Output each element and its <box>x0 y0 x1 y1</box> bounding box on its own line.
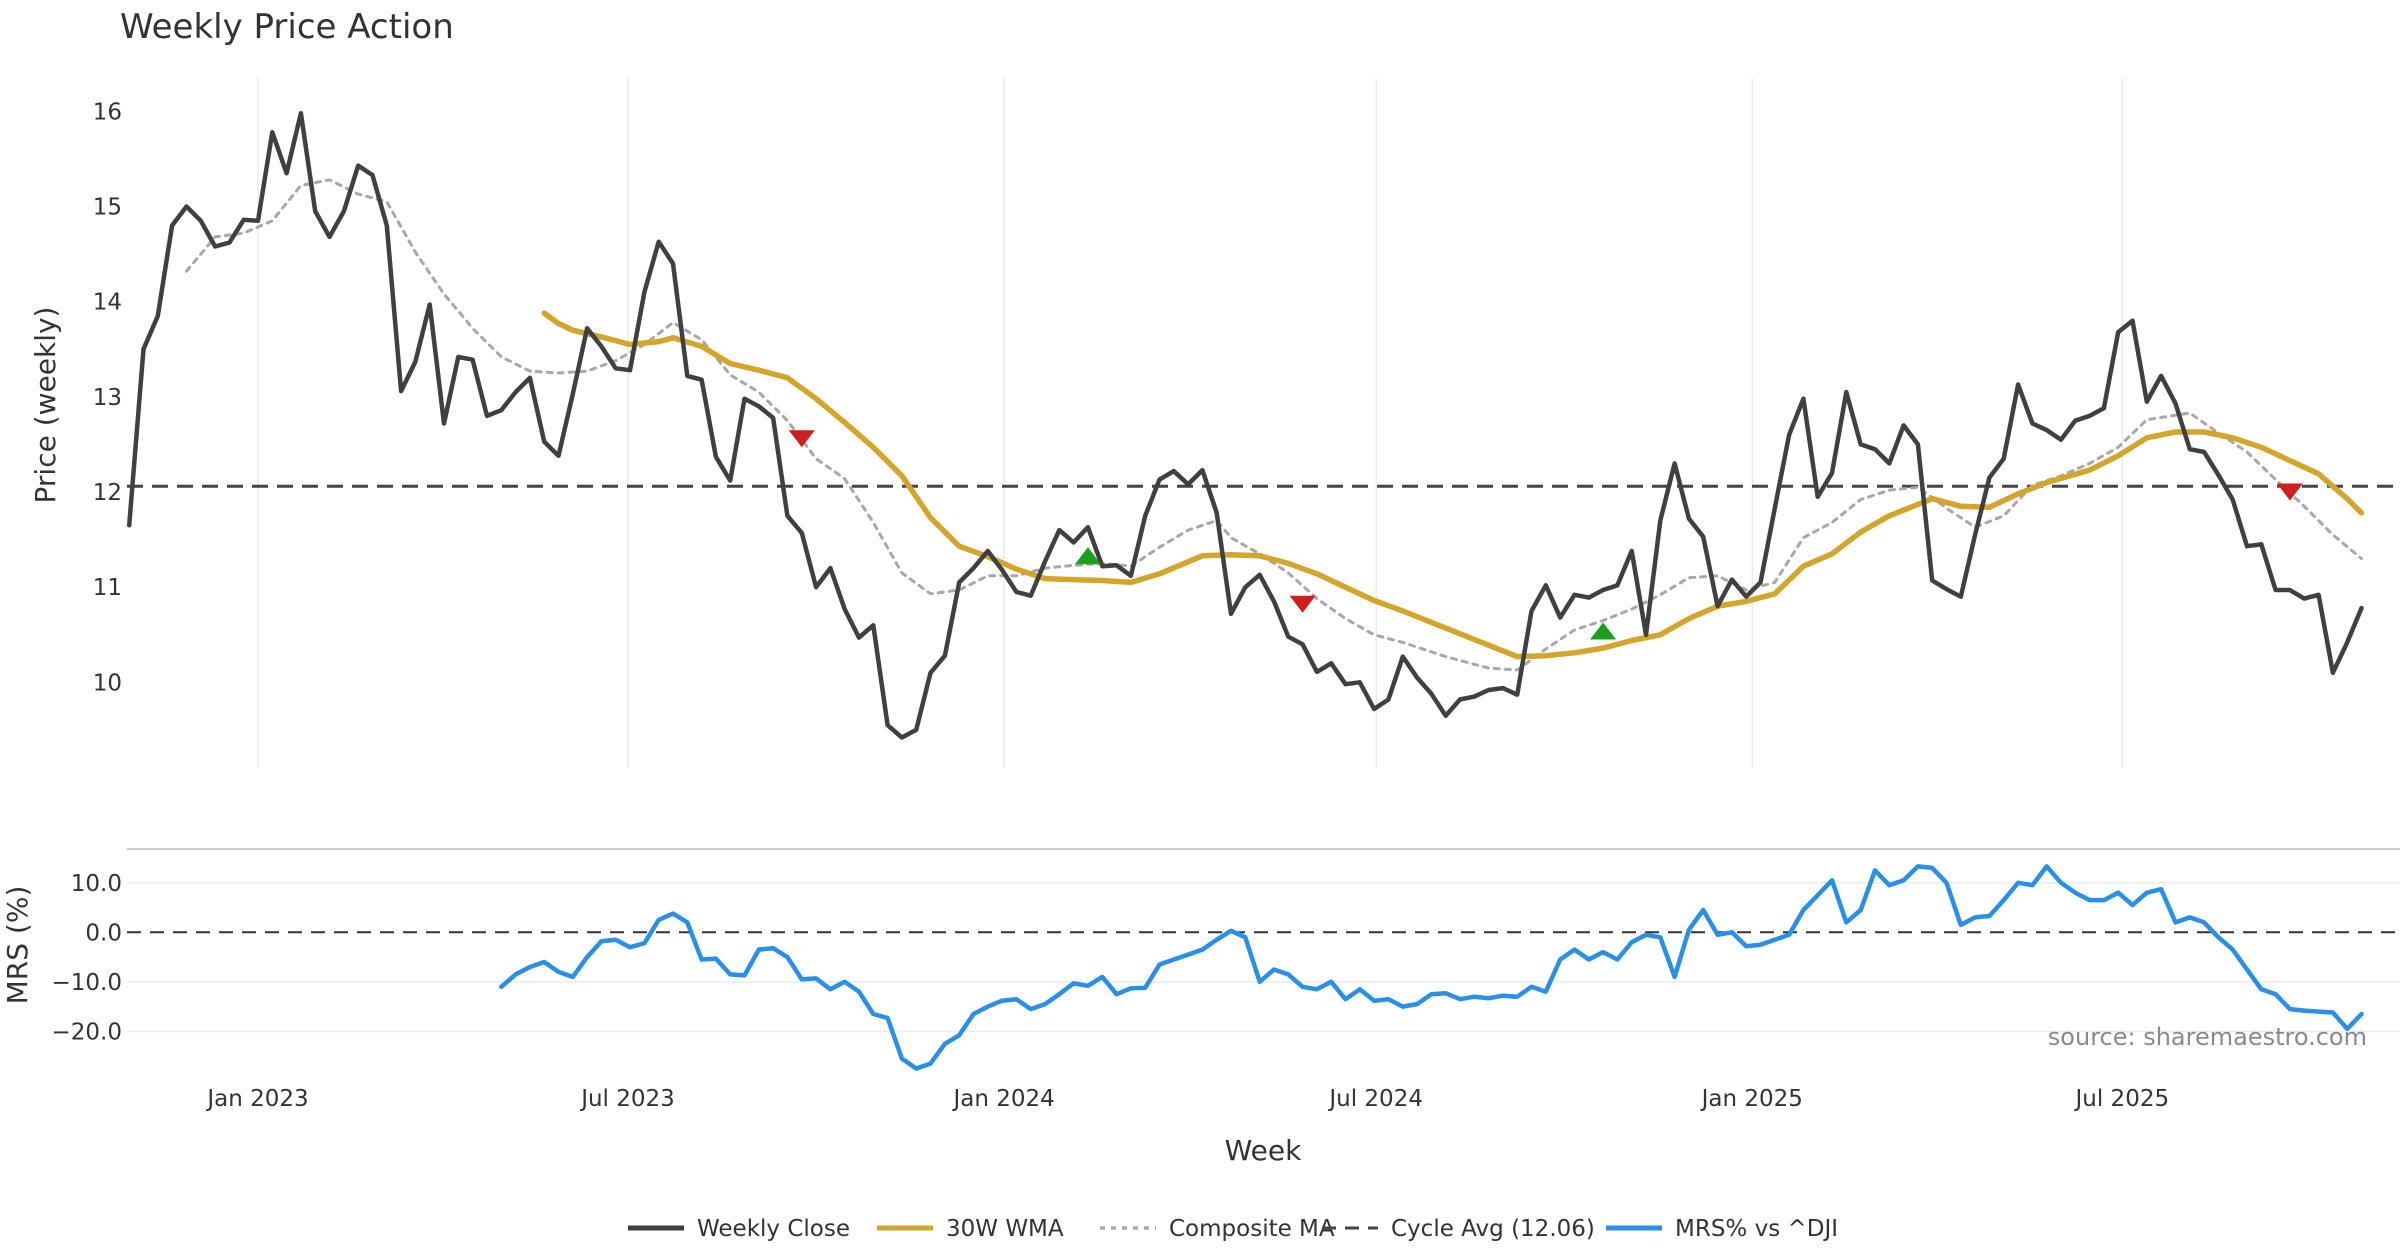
legend-entry-weekly-close: Weekly Close <box>628 1216 850 1242</box>
legend-entry-cycle-avg-12-06: Cycle Avg (12.06) <box>1322 1216 1595 1242</box>
series-line-composite-ma <box>185 178 2363 672</box>
x-axis-title: Week <box>1225 1134 1302 1167</box>
x-tick-label: Jan 2024 <box>951 1086 1054 1112</box>
signal-markers <box>788 430 2303 640</box>
legend: Weekly Close 30W WMA Composite MA Cycle Avg… <box>628 1216 1838 1242</box>
mrs-series-group <box>499 864 2364 1071</box>
price-y-tick-label: 11 <box>93 575 122 601</box>
sell-signal-marker <box>788 430 815 448</box>
price-y-axis-title: Price (weekly) <box>29 307 62 504</box>
chart-title: Weekly Price Action <box>120 7 454 47</box>
series-line-30w-wma <box>541 310 2365 660</box>
x-tick-label: Jul 2024 <box>1327 1086 1423 1112</box>
mrs-panel: 10.0 0.0 −10.0 −20.0 MRS (%) source: sharem… <box>1 848 2400 1071</box>
legend-entry-mrs-vs-dji: MRS% vs ^DJI <box>1606 1216 1838 1242</box>
legend-label: Weekly Close <box>697 1216 850 1242</box>
legend-entry-30w-wma: 30W WMA <box>877 1216 1064 1242</box>
price-y-tick-label: 16 <box>93 99 122 125</box>
legend-entry-composite-ma: Composite MA <box>1100 1216 1335 1242</box>
mrs-y-tick-label: −20.0 <box>52 1019 122 1045</box>
price-x-grid <box>257 78 2124 768</box>
price-y-tick-label: 15 <box>93 194 122 220</box>
x-axis-ticks: Jan 2023 Jul 2023 Jan 2024 Jul 2024 Jan 2025… <box>205 1086 2169 1112</box>
mrs-y-ticks: 10.0 0.0 −10.0 −20.0 <box>52 871 122 1046</box>
price-y-tick-label: 12 <box>93 480 122 506</box>
series-line-weekly-close <box>126 110 2364 740</box>
price-y-tick-label: 10 <box>93 670 122 696</box>
price-y-ticks: 10 11 12 13 14 15 16 <box>93 99 122 696</box>
legend-label: Cycle Avg (12.06) <box>1391 1216 1595 1242</box>
x-tick-label: Jan 2023 <box>205 1086 308 1112</box>
buy-signal-marker <box>1074 547 1101 565</box>
legend-label: MRS% vs ^DJI <box>1675 1216 1838 1242</box>
price-y-tick-label: 13 <box>93 385 122 411</box>
sell-signal-marker <box>1289 595 1316 613</box>
legend-label: 30W WMA <box>946 1216 1064 1242</box>
buy-signal-marker <box>1590 622 1617 640</box>
x-tick-label: Jan 2025 <box>1700 1086 1803 1112</box>
x-tick-label: Jul 2023 <box>579 1086 675 1112</box>
price-series-group <box>126 110 2365 740</box>
x-tick-label: Jul 2025 <box>2074 1086 2170 1112</box>
mrs-y-tick-label: 0.0 <box>85 920 122 946</box>
price-panel: 10 11 12 13 14 15 16 Price (weekly) <box>29 78 2400 768</box>
mrs-y-axis-title: MRS (%) <box>1 886 34 1005</box>
legend-label: Composite MA <box>1169 1216 1335 1242</box>
mrs-y-tick-label: −10.0 <box>52 970 122 996</box>
mrs-y-tick-label: 10.0 <box>71 871 122 897</box>
series-line-mrs-vs-dji <box>499 864 2364 1071</box>
source-note: source: sharemaestro.com <box>2048 1023 2367 1051</box>
price-y-tick-label: 14 <box>93 290 122 316</box>
sell-signal-marker <box>2276 483 2303 501</box>
